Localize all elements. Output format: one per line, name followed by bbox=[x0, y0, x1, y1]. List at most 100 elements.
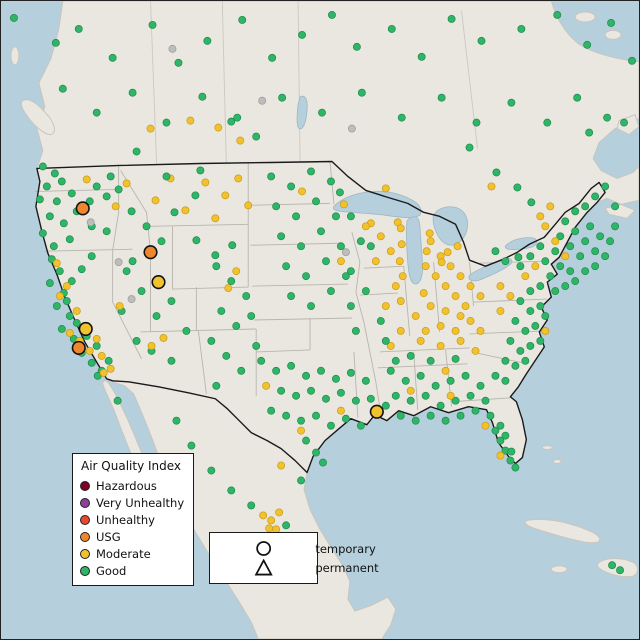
monitor-dot-good bbox=[307, 386, 315, 395]
monitor-dot-moderate bbox=[396, 224, 405, 233]
monitor-dot-good bbox=[335, 188, 344, 197]
monitor-dot-good bbox=[526, 287, 535, 296]
monitor-dot-moderate bbox=[62, 282, 71, 291]
monitor-dot-good bbox=[601, 252, 610, 261]
temporary-monitor-usg bbox=[143, 245, 158, 260]
monitor-dot-good bbox=[287, 182, 296, 191]
monitor-dot-moderate bbox=[451, 292, 460, 301]
monitor-dot-good bbox=[237, 366, 246, 375]
monitor-dot-moderate bbox=[52, 259, 61, 268]
monitor-dot-good bbox=[386, 366, 395, 375]
monitor-dot-good bbox=[346, 302, 355, 310]
monitor-dot-good bbox=[536, 242, 545, 251]
monitor-dot-good bbox=[516, 262, 525, 271]
monitor-dot-moderate bbox=[476, 327, 485, 335]
monitor-dot-good bbox=[527, 198, 536, 207]
monitor-dot-good bbox=[507, 98, 516, 107]
monitor-dot-good bbox=[142, 222, 151, 231]
monitor-dot-good bbox=[541, 257, 550, 266]
monitor-dot-good bbox=[521, 356, 530, 365]
monitor-dot-moderate bbox=[92, 335, 101, 343]
monitor-dot-good bbox=[222, 351, 231, 360]
monitor-dot-moderate bbox=[381, 302, 390, 310]
temporary-circle-icon bbox=[256, 541, 272, 556]
monitor-dot-good bbox=[247, 312, 256, 320]
monitor-dot-moderate bbox=[426, 302, 435, 310]
monitor-type-item-permanent: permanent bbox=[219, 558, 379, 577]
monitor-dot-moderate bbox=[496, 307, 505, 315]
monitor-dot-moderate bbox=[421, 327, 430, 335]
monitor-dot-good bbox=[461, 371, 470, 380]
monitor-dot-good bbox=[561, 217, 570, 226]
monitor-dot-moderate bbox=[275, 508, 284, 517]
monitor-dot-good bbox=[541, 312, 550, 320]
monitor-type-legend-items: temporary permanent bbox=[219, 539, 379, 577]
monitor-dot-good bbox=[45, 212, 54, 221]
monitor-dot-good bbox=[327, 177, 335, 186]
monitor-dot-moderate bbox=[536, 212, 545, 221]
aqi-legend: Air Quality Index Hazardous Very Unhealth… bbox=[72, 453, 195, 586]
moderate-swatch-icon bbox=[80, 548, 90, 559]
temporary-monitor-moderate bbox=[369, 404, 384, 419]
monitor-dot-good bbox=[506, 336, 515, 345]
monitor-dot-good bbox=[127, 207, 136, 216]
monitor-dot-good bbox=[102, 227, 111, 236]
monitor-dot-good bbox=[257, 356, 266, 365]
monitor-dot-good bbox=[511, 317, 520, 325]
monitor-dot-good bbox=[92, 108, 101, 117]
monitor-dot-moderate bbox=[496, 282, 505, 291]
monitor-dot-moderate bbox=[151, 196, 160, 205]
monitor-dot-moderate bbox=[411, 312, 420, 320]
monitor-dot-good bbox=[581, 237, 590, 246]
monitor-dot-good bbox=[252, 132, 261, 141]
monitor-dot-good bbox=[277, 386, 286, 395]
aqi-legend-label: Good bbox=[96, 563, 127, 578]
monitor-dot-good bbox=[312, 411, 320, 420]
monitor-dot-good bbox=[417, 52, 426, 61]
monitor-dot-moderate bbox=[471, 346, 480, 355]
monitor-dot-good bbox=[451, 354, 460, 363]
monitor-dot-good bbox=[59, 219, 68, 228]
monitor-dot-moderate bbox=[422, 247, 431, 256]
monitor-dot-good bbox=[376, 317, 385, 325]
monitor-dot-moderate bbox=[481, 421, 490, 430]
monitor-dot-moderate bbox=[443, 248, 452, 257]
monitor-dot-good bbox=[606, 237, 615, 246]
monitor-dot-good bbox=[451, 396, 460, 405]
monitor-dot-moderate bbox=[446, 262, 455, 271]
monitor-dot-good bbox=[406, 351, 415, 360]
monitor-dot-good bbox=[351, 327, 360, 335]
monitor-dot-good bbox=[620, 118, 628, 127]
monitor-dot-good bbox=[476, 381, 485, 390]
monitor-dot-good bbox=[585, 128, 594, 137]
monitor-dot-good bbox=[55, 267, 64, 276]
monitor-dot-moderate bbox=[541, 327, 550, 335]
monitor-dot-good bbox=[391, 356, 400, 365]
monitor-dot-moderate bbox=[456, 312, 465, 320]
monitor-dot-moderate bbox=[147, 341, 156, 350]
monitor-dot-moderate bbox=[476, 292, 485, 301]
monitor-dot-good bbox=[292, 212, 301, 221]
monitor-dot-good bbox=[113, 396, 122, 405]
monitor-dot-good bbox=[517, 24, 526, 33]
monitor-dot-moderate bbox=[395, 257, 404, 266]
monitor-dot-good bbox=[211, 251, 220, 260]
monitor-dot-good bbox=[543, 118, 552, 127]
aqi-legend-item-unhealthy: Unhealthy bbox=[80, 511, 184, 528]
monitor-dot-good bbox=[341, 414, 350, 423]
monitor-dot-good bbox=[356, 237, 365, 246]
monitor-dot-good bbox=[571, 227, 580, 236]
monitor-dot-good bbox=[447, 15, 456, 23]
monitor-dot-good bbox=[212, 262, 221, 271]
monitor-dot-moderate bbox=[456, 272, 465, 281]
monitor-dot-moderate bbox=[211, 214, 220, 223]
monitor-dot-good bbox=[466, 391, 475, 400]
monitor-dot-good bbox=[511, 361, 520, 370]
monitor-dot-good bbox=[92, 341, 101, 350]
monitor-dot-good bbox=[196, 166, 205, 175]
monitor-dot-good bbox=[322, 257, 330, 266]
monitor-dot-moderate bbox=[224, 284, 233, 293]
monitor-dot-good bbox=[553, 11, 562, 19]
monitor-dot-good bbox=[341, 272, 350, 281]
monitor-dot-good bbox=[102, 192, 111, 201]
